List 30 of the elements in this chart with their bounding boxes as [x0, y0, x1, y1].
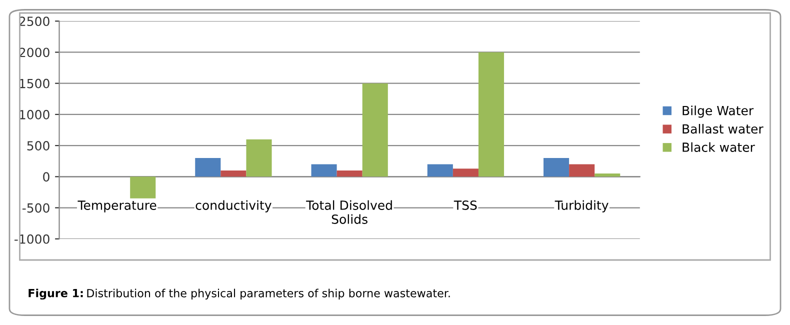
bar: [478, 52, 504, 177]
bar: [427, 164, 453, 177]
x-tick-label: Total Disolved Solids: [306, 200, 392, 224]
bar: [544, 158, 570, 177]
x-tick-label: Turbidity: [554, 200, 608, 212]
x-tick-label: TSS: [454, 200, 477, 210]
bar: [569, 164, 595, 177]
y-tick-label: 2000: [19, 48, 50, 58]
legend-label: Ballast water: [682, 124, 764, 134]
bar: [195, 158, 221, 177]
x-tick-label: Temperature: [78, 200, 156, 212]
bar: [246, 139, 272, 177]
y-tick-label: 1000: [20, 110, 50, 120]
y-tick-label: -500: [22, 203, 50, 213]
x-tick-label: conductivity: [196, 200, 272, 212]
caption: Figure 1: Distribution of the physical parameters of ship borne wastewater.: [28, 288, 450, 300]
bar: [362, 83, 388, 177]
y-tick-label: 1500: [20, 78, 50, 88]
bar: [336, 170, 362, 177]
bar: [220, 170, 246, 177]
bar: [311, 164, 337, 177]
legend-label: Bilge Water: [682, 106, 754, 118]
bar: [594, 174, 620, 177]
y-tick-label: -1000: [14, 234, 50, 244]
bar: [452, 168, 478, 177]
bar: [130, 176, 156, 198]
y-tick-label: 2500: [19, 16, 50, 26]
y-tick-label: 0: [43, 172, 50, 182]
legend-label: Black water: [682, 142, 755, 152]
y-tick-label: 500: [27, 141, 50, 150]
